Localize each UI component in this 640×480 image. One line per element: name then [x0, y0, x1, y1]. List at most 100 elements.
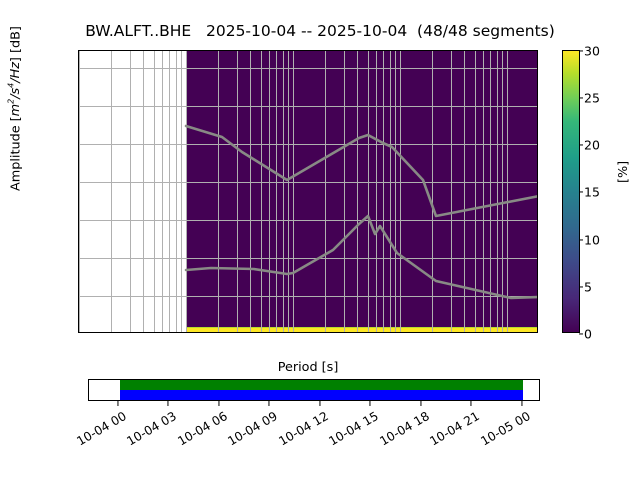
gridline-v	[288, 51, 289, 332]
colorbar-tick-label: 30	[584, 43, 600, 59]
colorbar-tickmark	[579, 144, 583, 146]
colorbar-tickmark	[579, 286, 583, 288]
gridline-v	[218, 51, 219, 332]
x-tickmark	[78, 332, 79, 333]
colorbar-tickmark	[579, 239, 583, 241]
colorbar-tick-label: 20	[584, 137, 600, 153]
y-axis-label: Amplitude [m2/s4/Hz] [dB]	[7, 26, 24, 191]
x-tickmark	[506, 332, 507, 333]
gridline-v	[395, 51, 396, 332]
coverage-band-data	[120, 380, 523, 390]
gridline-v	[400, 51, 401, 332]
coverage-band-psd	[120, 390, 523, 400]
gridline-v	[111, 51, 112, 332]
colorbar-tickmark	[579, 97, 583, 99]
gridline-v	[464, 51, 465, 332]
gridline-h	[79, 182, 537, 183]
colorbar-tick-label: 5	[584, 279, 592, 295]
colorbar-tickmark	[579, 191, 583, 193]
y-tickmark	[78, 181, 79, 182]
gridline-v	[483, 51, 484, 332]
gridline-h	[79, 296, 537, 297]
y-tickmark	[78, 143, 79, 144]
colorbar-tick-label: 15	[584, 184, 600, 200]
x-tickmark	[292, 332, 293, 333]
colorbar-tick-label: 25	[584, 90, 600, 106]
gridline-v	[261, 51, 262, 332]
timeline-tick-label: 10-04 18	[377, 409, 432, 449]
timeline-tickmark	[369, 401, 371, 406]
timeline-tick-label: 10-04 06	[175, 409, 230, 449]
ppsd-high-density-band	[186, 328, 537, 332]
noise-model-curves	[184, 124, 537, 300]
gridline-v	[169, 51, 170, 332]
gridline-v	[325, 51, 326, 332]
gridline-v	[368, 51, 369, 332]
timeline-tickmark	[470, 401, 472, 406]
gridline-v	[376, 51, 377, 332]
gridline-v	[186, 51, 187, 332]
gridline-v	[79, 51, 80, 332]
gridline-v	[181, 51, 182, 332]
ppsd-high-density-band-edge	[186, 326, 537, 328]
timeline-tickmark	[117, 401, 119, 406]
gridline-v	[475, 51, 476, 332]
timeline-tickmark	[420, 401, 422, 406]
gridline-v	[293, 51, 294, 332]
timeline-tickmark	[521, 401, 523, 406]
timeline-tick-label: 10-05 00	[478, 409, 533, 449]
gridline-v	[357, 51, 358, 332]
timeline-tick-label: 10-04 00	[74, 409, 129, 449]
y-tickmark	[78, 105, 79, 106]
timeline-tickmark	[319, 401, 321, 406]
colorbar-label: [%]	[616, 160, 631, 183]
gridline-v	[451, 51, 452, 332]
gridline-v	[507, 51, 508, 332]
gridline-v	[383, 51, 384, 332]
gridline-v	[432, 51, 433, 332]
gridline-v	[269, 51, 270, 332]
x-tickmark	[185, 332, 186, 333]
timeline-tickmark	[218, 401, 220, 406]
gridline-v	[162, 51, 163, 332]
timeline-tick-label: 10-04 21	[427, 409, 482, 449]
y-tickmark	[78, 67, 79, 68]
y-tickmark	[78, 295, 79, 296]
colorbar-tickmark	[579, 333, 583, 335]
gridline-h	[79, 220, 537, 221]
gridline-v	[276, 51, 277, 332]
gridline-v	[283, 51, 284, 332]
page-title: BW.ALFT..BHE 2025-10-04 -- 2025-10-04 (4…	[85, 22, 555, 40]
timeline-tick-label: 10-04 09	[225, 409, 280, 449]
gridline-v	[237, 51, 238, 332]
x-tickmark	[399, 332, 400, 333]
gridline-v	[143, 51, 144, 332]
gridline-v	[502, 51, 503, 332]
timeline-tickmark	[268, 401, 270, 406]
gridline-v	[497, 51, 498, 332]
colorbar-tick-label: 10	[584, 232, 600, 248]
ppsd-density-field	[186, 51, 537, 332]
data-coverage-timeline	[88, 379, 540, 401]
gridline-h	[79, 144, 537, 145]
colorbar-tick-label: 0	[584, 326, 592, 342]
gridline-v	[390, 51, 391, 332]
timeline-tick-label: 10-04 15	[326, 409, 381, 449]
ppsd-plot-area: −60 −80 −100 −120 −140 −160 −180 −200 0.…	[78, 50, 538, 333]
timeline-tickmark	[167, 401, 169, 406]
gridline-v	[250, 51, 251, 332]
timeline-tick-label: 10-04 12	[276, 409, 331, 449]
timeline-tick-label: 10-04 03	[124, 409, 179, 449]
y-tickmark	[78, 219, 79, 220]
colorbar: 0 5 10 15 20 25 30	[562, 44, 600, 342]
nlnm-curve	[184, 214, 537, 300]
x-axis-label: Period [s]	[277, 360, 339, 375]
gridline-h	[79, 68, 537, 69]
gridline-v	[154, 51, 155, 332]
gridline-h	[79, 258, 537, 259]
nhnm-curve	[184, 124, 537, 218]
gridline-v	[344, 51, 345, 332]
gridline-v	[130, 51, 131, 332]
gridline-v	[490, 51, 491, 332]
